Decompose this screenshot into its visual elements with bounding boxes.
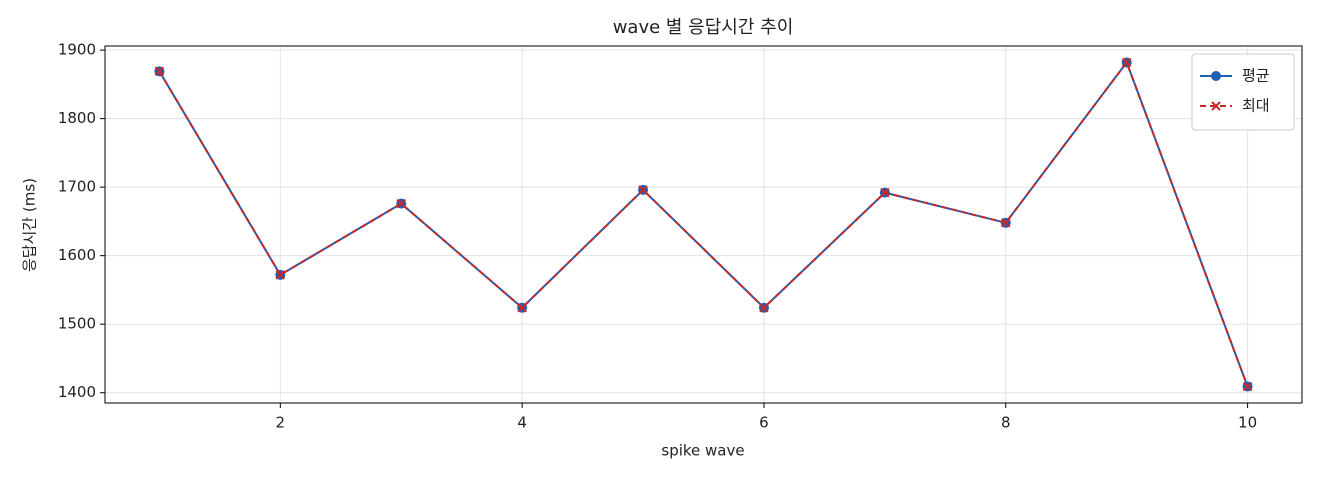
marker-x [517, 303, 527, 313]
marker-x [1211, 101, 1221, 111]
y-tick-label: 1900 [58, 41, 96, 59]
marker-x-stroke [638, 185, 648, 195]
y-tick-label: 1700 [58, 178, 96, 196]
marker-dot [1211, 71, 1221, 81]
marker-x-stroke [1211, 101, 1221, 111]
marker-x [880, 187, 890, 198]
x-tick-label: 8 [1001, 414, 1011, 432]
marker-x-stroke [1001, 218, 1011, 228]
marker-x [396, 198, 406, 209]
y-tick-label: 1600 [58, 246, 96, 264]
marker-x-stroke [1121, 57, 1132, 68]
marker-x-stroke [880, 187, 890, 198]
legend-label: 평균 [1242, 67, 1270, 85]
x-tick-label: 10 [1238, 414, 1257, 432]
marker-x-stroke [396, 198, 406, 209]
marker-x [275, 270, 286, 280]
chart-title: wave 별 응답시간 추이 [613, 17, 794, 38]
marker-x [1242, 381, 1253, 392]
legend-label: 최대 [1242, 97, 1270, 115]
marker-x [1121, 57, 1132, 68]
x-tick-label: 2 [276, 414, 286, 432]
y-tick-label: 1500 [58, 315, 96, 333]
marker-x-stroke [517, 303, 527, 313]
x-axis-label: spike wave [661, 442, 744, 460]
legend-box [1191, 53, 1295, 131]
marker-x-stroke [1242, 381, 1253, 392]
marker-x [759, 303, 769, 313]
marker-x-stroke [759, 303, 769, 313]
marker-x [1001, 218, 1011, 228]
y-tick-label: 1800 [58, 109, 96, 127]
marker-x-stroke [154, 66, 165, 77]
series-line [158, 60, 1249, 387]
plot-frame [104, 45, 1303, 404]
y-axis-label: 응답시간 (ms) [21, 178, 39, 272]
x-tick-label: 4 [517, 414, 527, 432]
marker-x [638, 185, 648, 195]
series-line [158, 60, 1249, 387]
x-tick-label: 6 [759, 414, 769, 432]
y-tick-label: 1400 [58, 383, 96, 401]
marker-x [154, 66, 165, 77]
marker-x-stroke [275, 270, 286, 280]
